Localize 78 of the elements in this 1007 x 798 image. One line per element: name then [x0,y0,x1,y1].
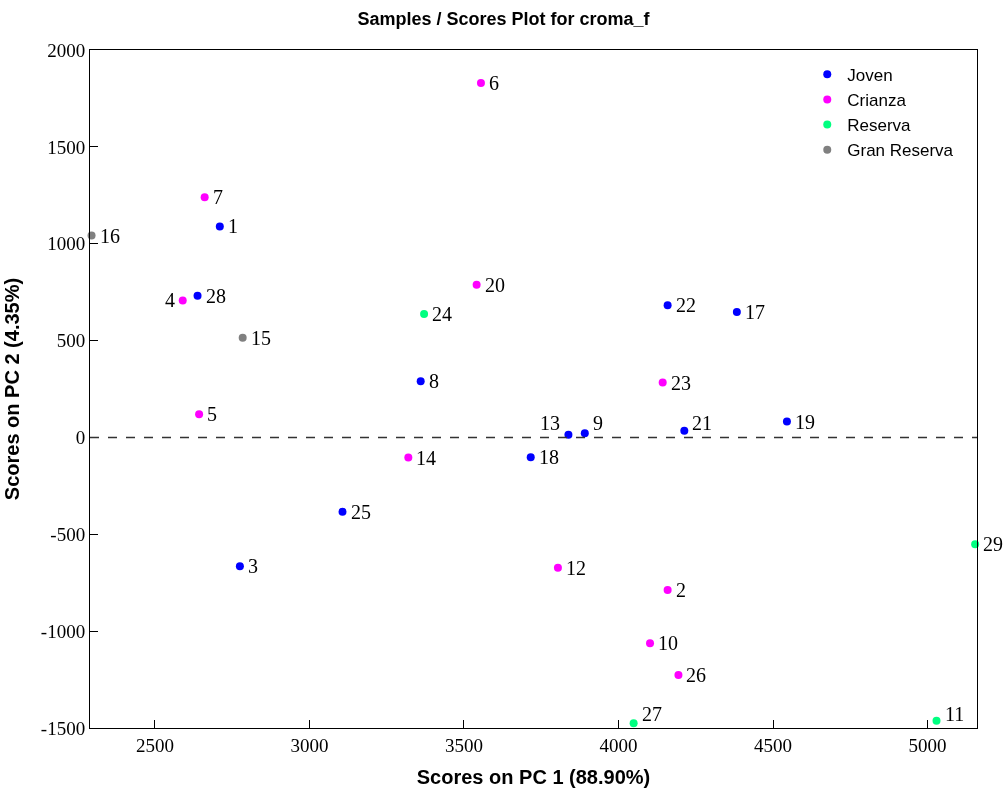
legend-label: Crianza [847,91,907,111]
point [580,429,589,438]
point [553,563,562,572]
annotation: 12 [566,557,586,579]
point [215,222,224,231]
point [782,417,791,426]
point [629,719,638,728]
point [526,453,535,462]
annotation: 1 [228,215,238,237]
annotation: 28 [206,285,226,307]
x-tick-label: 3500 [444,734,483,756]
point [178,296,187,305]
x-tick-label: 2500 [135,734,174,756]
point [195,410,204,419]
y-tick-label: -1000 [40,620,86,642]
annotation: 27 [642,703,662,725]
annotation: 5 [207,403,217,425]
annotation: 2 [676,579,686,601]
y-tick-label: 0 [75,427,86,449]
annotation: 20 [485,274,505,296]
annotation: 14 [416,447,436,469]
point [932,716,941,725]
point [404,453,413,462]
legend-label: Gran Reserva [847,141,954,161]
annotation: 29 [983,533,1003,555]
annotation: 22 [676,294,696,316]
annotation: 7 [213,186,223,208]
annotation: 15 [251,327,271,349]
legend-label: Joven [847,65,893,85]
point [238,333,247,342]
annotation: 6 [489,72,499,94]
y-tick-label: 500 [56,330,86,352]
point [200,193,209,202]
y-tick-label: -500 [50,523,86,545]
annotation: 13 [540,412,560,434]
x-axis-title: Scores on PC 1 (88.90%) [416,766,651,789]
point [971,540,980,549]
annotation: 21 [692,412,712,434]
point [476,78,485,87]
point [338,507,347,516]
annotation: 25 [351,501,371,523]
annotation: 23 [671,372,691,394]
y-axis-title: Scores on PC 2 (4.35%) [1,277,24,501]
chart-title: Samples / Scores Plot for croma_f [357,8,651,29]
x-tick-label: 5000 [908,734,947,756]
y-tick-label: 1500 [47,136,86,158]
annotation: 3 [248,555,258,577]
annotation: 26 [686,664,706,686]
point [564,430,573,439]
annotation: 19 [795,411,815,433]
x-tick-label: 3000 [290,734,329,756]
point [416,377,425,386]
point [674,671,683,680]
annotation: 8 [429,370,439,392]
y-tick-label: -1500 [40,717,86,739]
y-tick-label: 2000 [47,39,86,61]
point [420,310,429,319]
annotation: 11 [945,703,965,725]
annotation: 16 [100,225,120,247]
x-tick-label: 4000 [599,734,638,756]
point [193,291,202,300]
point [732,308,741,317]
point [680,426,689,435]
annotation: 9 [593,412,603,434]
annotation: 10 [658,632,678,654]
annotation: 18 [539,446,559,468]
annotation: 17 [745,301,765,323]
annotation: 4 [165,289,175,311]
point [472,280,481,289]
annotation: 24 [432,303,452,325]
point [646,639,655,648]
x-tick-label: 4500 [754,734,793,756]
point [658,378,667,387]
point [235,562,244,571]
point [663,586,672,595]
y-tick-label: 1000 [47,233,86,255]
point [663,301,672,310]
legend-label: Reserva [847,116,912,136]
